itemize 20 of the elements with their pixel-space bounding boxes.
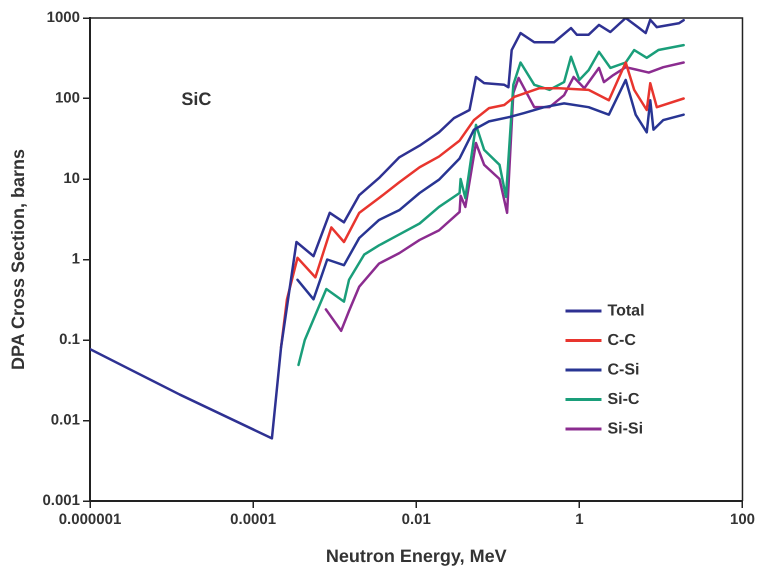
legend-label: Total [607, 302, 645, 320]
x-tick-label: 0.0001 [230, 511, 276, 528]
y-tick-label: 1000 [46, 9, 80, 26]
x-tick-label: 0.01 [402, 511, 431, 528]
y-tick-label: 10 [63, 170, 80, 188]
y-tick-label: 0.01 [50, 412, 80, 429]
y-tick-label: 100 [54, 90, 80, 107]
y-tick-label: 1 [72, 250, 80, 268]
x-tick-label: 0.000001 [58, 511, 122, 528]
y-tick-label: 0.001 [42, 492, 80, 510]
legend-label: Si-Si [607, 420, 644, 438]
x-tick-label: 100 [730, 511, 755, 528]
y-axis-title: DPA Cross Section, barns [8, 148, 28, 370]
legend-label: Si-C [607, 390, 640, 408]
legend-label: C-Si [607, 361, 640, 378]
legend-label: C-C [607, 332, 636, 349]
annotation: SiC [181, 88, 212, 109]
y-tick-label: 0.1 [59, 331, 80, 348]
x-tick-label: 1 [575, 511, 584, 528]
x-axis-title: Neutron Energy, MeV [326, 546, 507, 566]
